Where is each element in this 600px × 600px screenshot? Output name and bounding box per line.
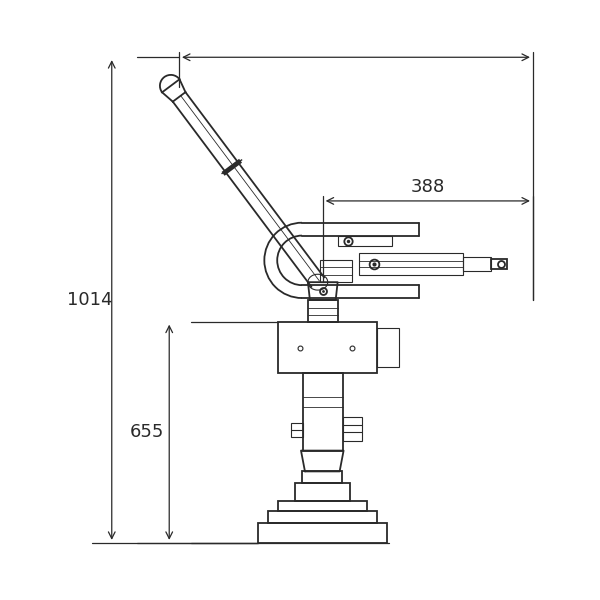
Bar (377, 328, 399, 367)
Bar (278, 322, 377, 373)
Bar (268, 511, 377, 523)
Bar (320, 260, 352, 282)
Bar (359, 253, 463, 275)
Bar (259, 523, 387, 543)
Bar (308, 300, 338, 322)
Text: 1014: 1014 (67, 291, 113, 309)
Bar (463, 257, 491, 271)
Bar (303, 373, 343, 451)
Text: 388: 388 (410, 178, 445, 196)
Text: 655: 655 (130, 423, 164, 441)
Bar (343, 417, 362, 440)
Bar (302, 472, 341, 483)
Bar (491, 259, 507, 269)
Bar (295, 483, 350, 501)
Bar (338, 236, 392, 245)
Bar (291, 423, 303, 437)
Bar (278, 501, 367, 511)
